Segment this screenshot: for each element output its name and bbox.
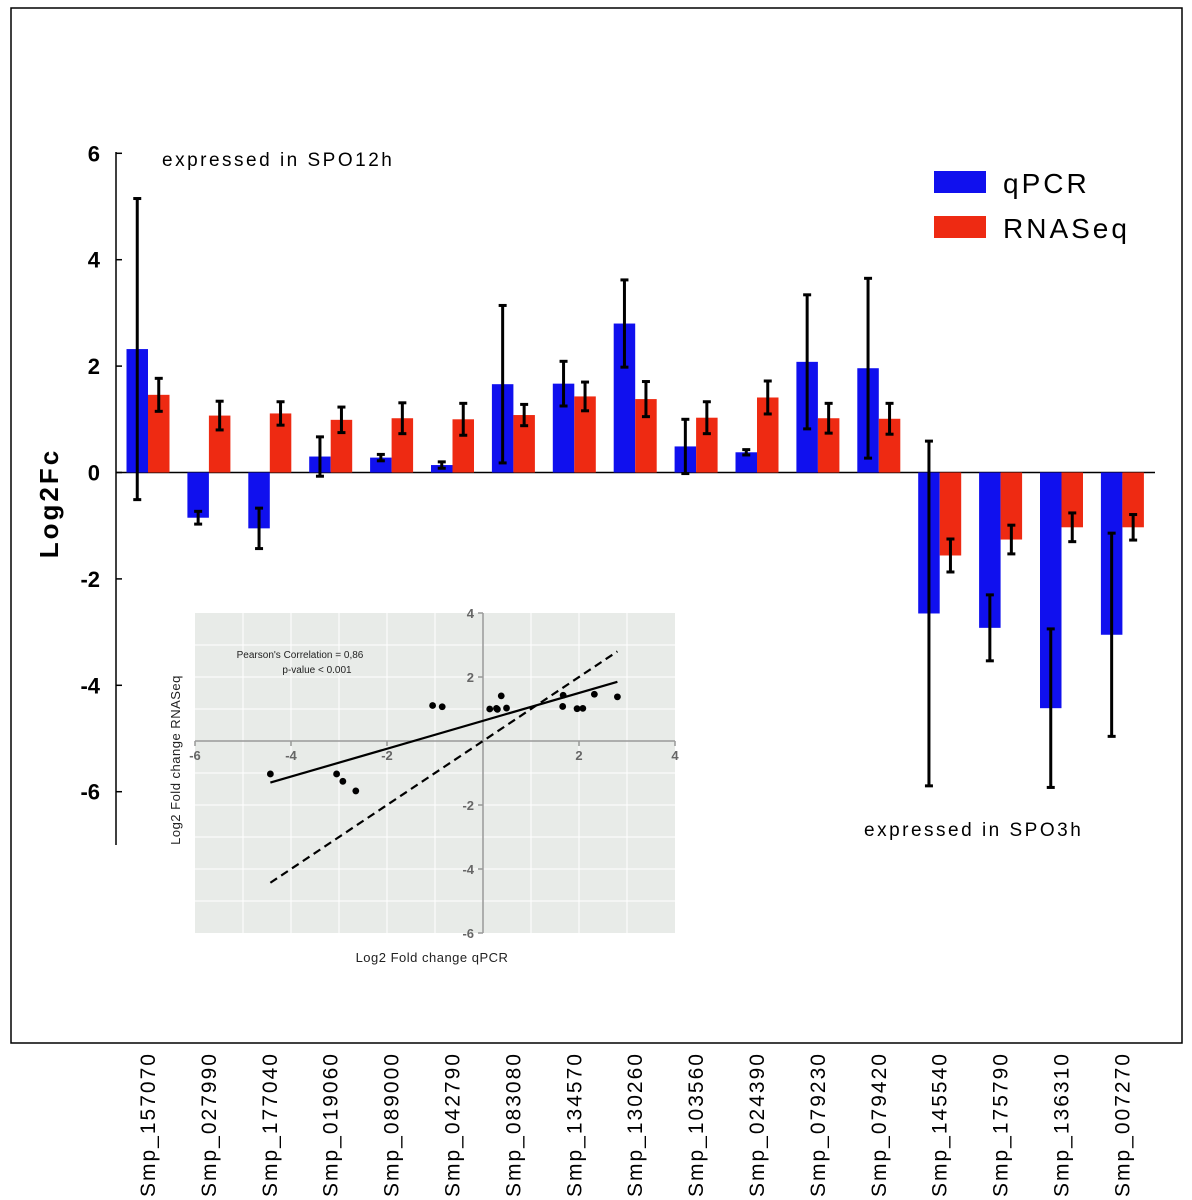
inset-x-axis-title: Log2 Fold change qPCR xyxy=(356,950,509,965)
inset-point xyxy=(497,692,505,700)
bar-qpcr-smp_177040 xyxy=(248,472,270,529)
bar-rnaseq-smp_079420 xyxy=(878,418,901,473)
inset-axes: -6 -4 -2 2 4 4 2 -2 -4 -6 xyxy=(189,606,679,941)
bar-qpcr-smp_027990 xyxy=(187,472,209,518)
bar-rnaseq-smp_175790 xyxy=(1000,472,1023,540)
inset-point xyxy=(486,705,494,713)
y-tick-label: 6 xyxy=(88,141,100,166)
chart-frame xyxy=(10,7,1183,1044)
main-error-bars xyxy=(133,197,1138,789)
category-label: Smp_007270 xyxy=(1111,1052,1134,1197)
inset-pvalue-text: p-value < 0.001 xyxy=(282,665,352,676)
category-label: Smp_136310 xyxy=(1051,1052,1074,1197)
inset-points xyxy=(266,690,621,795)
category-label: Smp_134570 xyxy=(563,1052,586,1197)
identity-line xyxy=(269,650,619,884)
inset-y-tick-label: -4 xyxy=(462,862,474,877)
inset-point xyxy=(590,690,598,698)
legend-swatch-qpcr xyxy=(934,171,986,193)
category-label: Smp_103560 xyxy=(685,1052,708,1197)
inset-x-tick-label: -6 xyxy=(189,748,201,763)
bar-qpcr-smp_024390 xyxy=(735,452,757,473)
bar-rnaseq-smp_079230 xyxy=(817,418,840,473)
bar-rnaseq-smp_019060 xyxy=(330,419,353,473)
annotation-spo12h: expressed in SPO12h xyxy=(162,150,394,171)
bar-rnaseq-smp_145540 xyxy=(939,472,962,556)
inset-point xyxy=(614,693,621,701)
bar-qpcr-smp_134570 xyxy=(552,383,575,473)
legend-label-qpcr: qPCR xyxy=(1003,168,1090,199)
bar-rnaseq-smp_157070 xyxy=(148,394,170,473)
inset-point xyxy=(503,704,510,712)
bar-qpcr-smp_089000 xyxy=(370,457,392,473)
inset-point xyxy=(493,704,500,712)
category-label: Smp_157070 xyxy=(137,1052,160,1197)
bar-qpcr-smp_136310 xyxy=(1040,472,1062,709)
legend-label-rnaseq: RNASeq xyxy=(1003,213,1130,244)
inset-y-tick-label: -2 xyxy=(462,798,474,813)
inset-x-tick-label: -4 xyxy=(285,748,297,763)
bar-rnaseq-smp_136310 xyxy=(1061,472,1083,528)
category-label: Smp_175790 xyxy=(990,1052,1013,1197)
inset-y-axis-title: Log2 Fold change RNASeq xyxy=(168,675,183,845)
y-tick-label: -4 xyxy=(80,673,100,698)
bar-qpcr-smp_175790 xyxy=(979,472,1001,628)
bar-qpcr-smp_130260 xyxy=(613,323,636,473)
bar-rnaseq-smp_134570 xyxy=(574,396,596,473)
inset-point xyxy=(559,703,567,710)
inset-y-tick-label: 2 xyxy=(467,670,474,685)
legend: qPCR RNASeq xyxy=(934,168,1130,244)
bar-rnaseq-smp_089000 xyxy=(391,418,414,473)
category-label: Smp_079420 xyxy=(868,1052,891,1197)
category-label: Smp_130260 xyxy=(624,1052,647,1197)
category-labels: Smp_157070 Smp_027990 Smp_177040 Smp_019060… xyxy=(137,1052,1134,1197)
inset-fit-lines xyxy=(269,650,619,884)
inset-x-tick-label: 2 xyxy=(575,748,582,763)
bar-rnaseq-smp_103560 xyxy=(696,417,718,473)
inset-point xyxy=(579,704,587,712)
inset-point xyxy=(429,702,436,709)
inset-point xyxy=(339,777,347,785)
inset-correlation-text: Pearson's Correlation = 0,86 xyxy=(237,650,364,661)
category-label: Smp_089000 xyxy=(381,1052,404,1197)
bar-rnaseq-smp_024390 xyxy=(757,397,779,473)
inset-point xyxy=(266,770,274,778)
y-tick-label: 4 xyxy=(88,248,101,273)
inset-x-tick-label: 4 xyxy=(671,748,679,763)
y-tick-label: 2 xyxy=(88,354,100,379)
y-tick-label: -6 xyxy=(80,780,100,805)
annotation-spo3h: expressed in SPO3h xyxy=(864,820,1083,841)
category-label: Smp_177040 xyxy=(259,1052,282,1197)
legend-swatch-rnaseq xyxy=(934,216,986,238)
bar-rnaseq-smp_042790 xyxy=(452,419,474,473)
inset-y-tick-label: 4 xyxy=(467,606,475,621)
inset-point xyxy=(573,705,581,713)
inset-point xyxy=(559,691,567,699)
inset-point xyxy=(438,703,446,711)
category-label: Smp_019060 xyxy=(320,1052,343,1197)
inset-y-tick-label: -6 xyxy=(462,926,474,941)
bar-rnaseq-smp_007270 xyxy=(1122,472,1144,528)
category-label: Smp_024390 xyxy=(746,1052,769,1197)
category-label: Smp_027990 xyxy=(198,1052,221,1197)
inset-scatter: -6 -4 -2 2 4 4 2 -2 -4 -6 Pearson's Correlation =… xyxy=(168,606,679,965)
category-label: Smp_083080 xyxy=(502,1052,525,1197)
bar-rnaseq-smp_027990 xyxy=(208,415,231,473)
category-label: Smp_079230 xyxy=(807,1052,830,1197)
y-tick-label: 0 xyxy=(88,461,100,486)
bar-rnaseq-smp_083080 xyxy=(513,415,535,473)
y-tick-label: -2 xyxy=(80,567,100,592)
regression-line xyxy=(270,680,618,784)
category-label: Smp_145540 xyxy=(929,1052,952,1197)
inset-point xyxy=(352,787,360,795)
category-label: Smp_042790 xyxy=(442,1052,465,1197)
inset-x-tick-label: -2 xyxy=(381,748,393,763)
bar-rnaseq-smp_130260 xyxy=(635,399,657,473)
inset-point xyxy=(333,770,340,778)
y-axis-title: Log2Fc xyxy=(34,448,64,558)
bar-rnaseq-smp_177040 xyxy=(269,413,292,473)
